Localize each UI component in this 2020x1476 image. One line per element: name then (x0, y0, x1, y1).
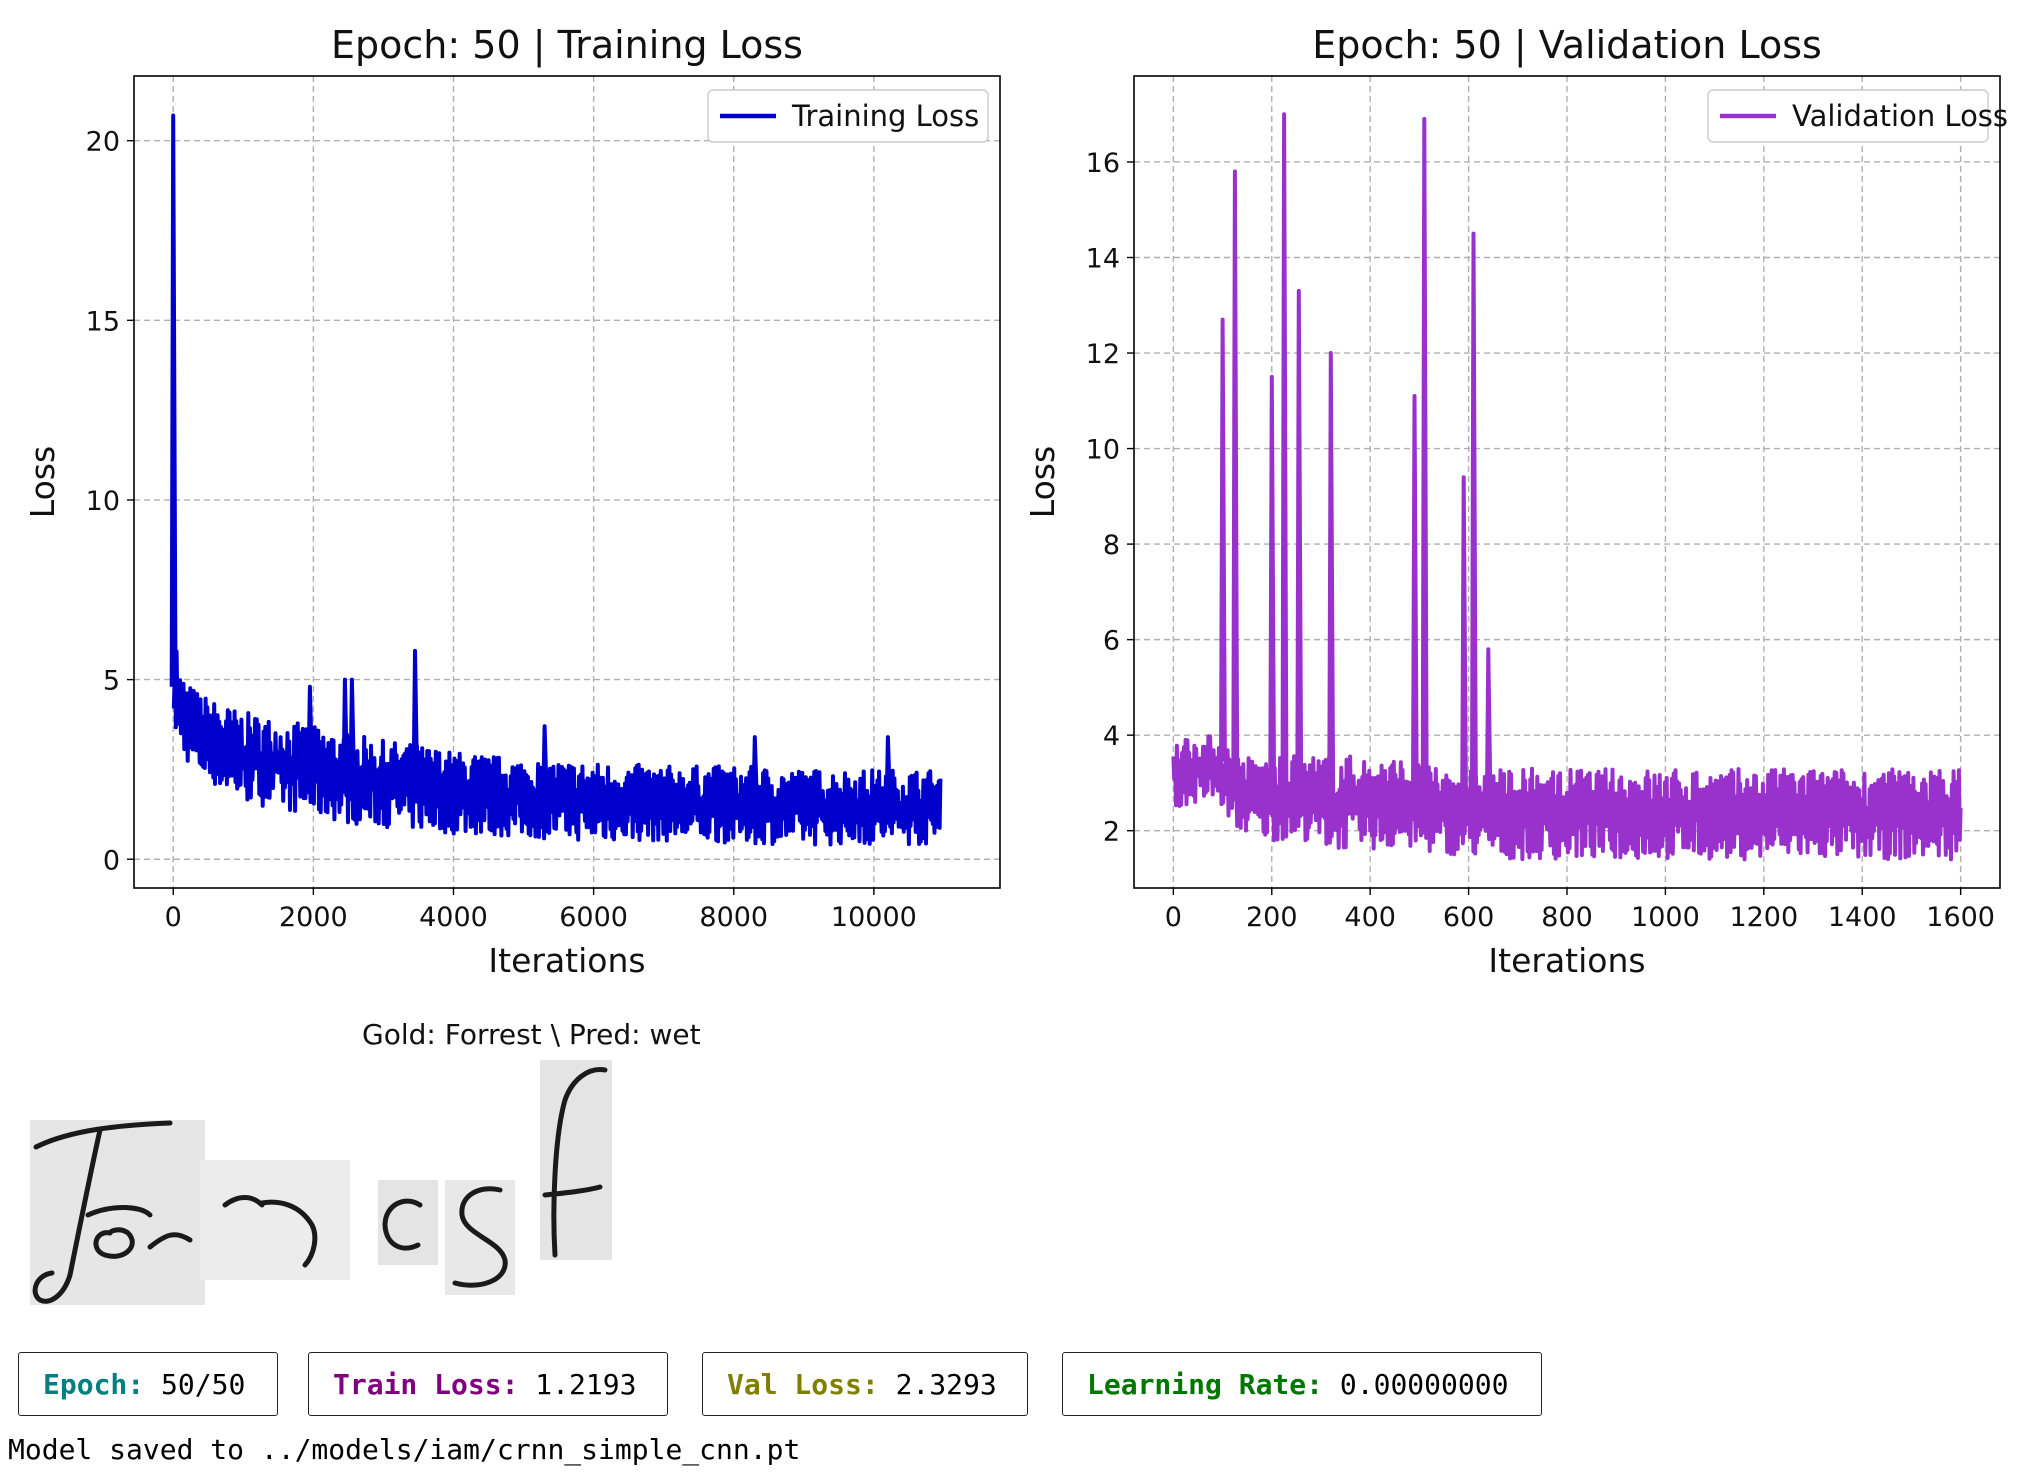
chart1-legend-box (707, 89, 989, 143)
chart1-y-axis-label: Loss (23, 446, 62, 518)
chart2-y-tick-label: 2 (1103, 817, 1120, 848)
chart1-x-tick-label: 10000 (831, 902, 917, 933)
chart2-x-tick-label: 0 (1165, 902, 1182, 933)
metric-box: Learning Rate: 0.00000000 (1062, 1352, 1542, 1416)
chart2-y-tick-label: 8 (1103, 530, 1120, 561)
metric-box: Train Loss: 1.2193 (308, 1352, 668, 1416)
chart1-y-tick-label: 15 (86, 306, 120, 337)
chart2-y-tick-label: 16 (1086, 148, 1120, 179)
chart2-y-tick-label: 10 (1086, 435, 1120, 466)
chart2-x-tick-label: 400 (1344, 902, 1396, 933)
chart1-legend-label: Training Loss (791, 99, 979, 133)
metric-value: 0.00000000 (1323, 1367, 1509, 1401)
chart2-y-axis-label: Loss (1023, 446, 1062, 518)
chart2-series-line (1171, 112, 1963, 862)
chart2-x-tick-label: 800 (1541, 902, 1593, 933)
chart2-title: Epoch: 50 | Validation Loss (1312, 23, 1822, 68)
metric-label: Epoch: (43, 1367, 145, 1401)
chart2-x-tick-label: 1200 (1729, 902, 1798, 933)
chart2-x-tick-label: 1000 (1631, 902, 1700, 933)
chart1-x-axis-label: Iterations (488, 941, 645, 980)
metric-value: 2.3293 (878, 1367, 997, 1401)
metric-label: Learning Rate: (1087, 1367, 1324, 1401)
metric-value: 50/50 (144, 1367, 246, 1401)
chart2-y-tick-label: 4 (1103, 721, 1120, 752)
chart1-series-line (169, 113, 943, 847)
chart1-x-tick-label: 2000 (279, 902, 348, 933)
chart2-y-tick-label: 6 (1103, 626, 1120, 657)
chart1-x-tick-label: 6000 (559, 902, 628, 933)
chart1-x-tick-label: 8000 (699, 902, 768, 933)
model-saved-message: Model saved to ../models/iam/crnn_simple… (8, 1433, 801, 1466)
chart1-plot-frame (133, 75, 1001, 889)
chart2-x-tick-label: 1600 (1926, 902, 1995, 933)
chart2-y-tick-label: 14 (1086, 244, 1120, 275)
metric-value: 1.2193 (518, 1367, 637, 1401)
chart1-title: Epoch: 50 | Training Loss (331, 23, 803, 68)
chart1-y-tick-label: 10 (86, 486, 120, 517)
chart2-legend-box (1707, 89, 1989, 143)
chart2-x-axis-label: Iterations (1488, 941, 1645, 980)
handwriting-sample-image (30, 1060, 612, 1305)
chart2-x-tick-label: 1400 (1828, 902, 1897, 933)
sample-title: Gold: Forrest \ Pred: wet (362, 1018, 701, 1051)
metric-label: Val Loss: (727, 1367, 879, 1401)
chart1-y-tick-label: 0 (103, 845, 120, 876)
chart2-legend-label: Validation Loss (1792, 99, 2008, 133)
chart1-y-tick-label: 5 (103, 666, 120, 697)
chart2-x-tick-label: 600 (1443, 902, 1495, 933)
chart2-y-tick-label: 12 (1086, 339, 1120, 370)
chart1-x-tick-label: 0 (165, 902, 182, 933)
metric-label: Train Loss: (333, 1367, 519, 1401)
chart1-y-tick-label: 20 (86, 127, 120, 158)
metric-box: Val Loss: 2.3293 (702, 1352, 1028, 1416)
metric-box: Epoch: 50/50 (18, 1352, 278, 1416)
chart2-x-tick-label: 200 (1246, 902, 1298, 933)
chart1-x-tick-label: 4000 (419, 902, 488, 933)
